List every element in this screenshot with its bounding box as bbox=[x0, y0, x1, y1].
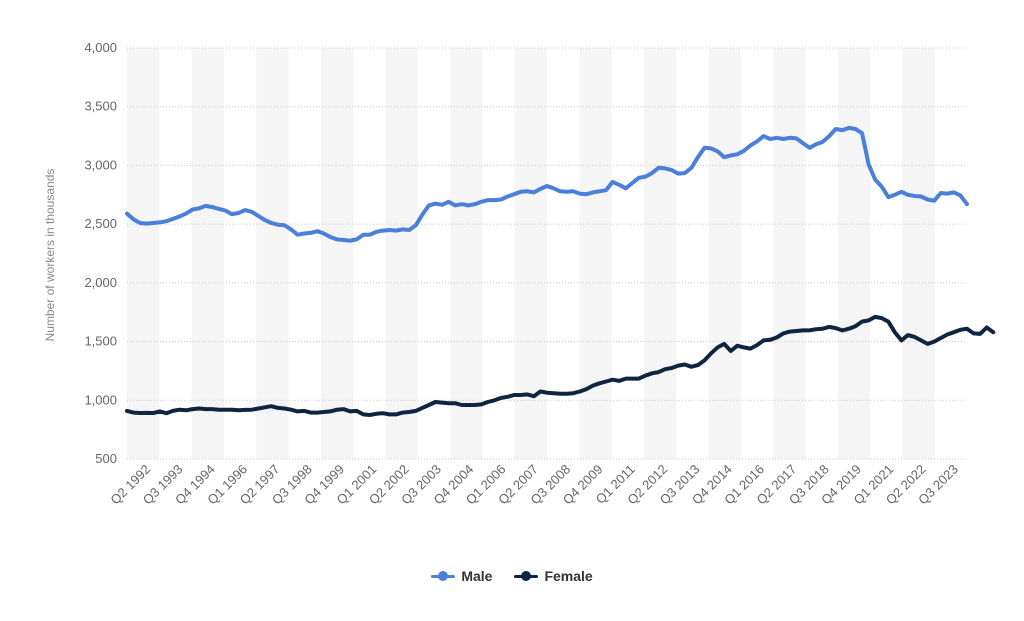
y-axis-title: Number of workers in thousands bbox=[43, 169, 57, 342]
column-band bbox=[837, 48, 871, 459]
series-line-male[interactable] bbox=[125, 125, 969, 243]
column-band bbox=[256, 48, 289, 459]
legend-item-female[interactable]: Female bbox=[514, 568, 593, 584]
column-bands bbox=[127, 48, 935, 459]
series-lines bbox=[125, 125, 996, 417]
y-tick-label: 2,500 bbox=[84, 216, 117, 231]
column-band bbox=[320, 48, 354, 459]
column-band bbox=[127, 48, 160, 459]
y-axis-ticks: 500 1,000 1,500 2,000 2,500 3,000 3,500 4,000 bbox=[84, 40, 117, 466]
legend-item-male[interactable]: Male bbox=[431, 568, 492, 584]
series-line-female[interactable] bbox=[125, 314, 996, 417]
y-tick-label: 4,000 bbox=[84, 40, 117, 55]
legend-label-male: Male bbox=[461, 568, 493, 584]
legend-symbol-male bbox=[431, 570, 456, 582]
legend: Male Female bbox=[0, 568, 1024, 584]
column-band bbox=[643, 48, 677, 459]
y-tick-label: 1,500 bbox=[84, 334, 117, 349]
y-tick-label: 3,000 bbox=[84, 157, 117, 172]
column-band bbox=[773, 48, 806, 459]
legend-symbol-female bbox=[514, 570, 539, 582]
y-tick-label: 2,000 bbox=[84, 275, 117, 290]
column-band bbox=[708, 48, 741, 459]
column-band bbox=[191, 48, 224, 459]
y-tick-label: 1,000 bbox=[84, 392, 117, 407]
y-tick-label: 3,500 bbox=[84, 99, 117, 114]
column-band bbox=[902, 48, 935, 459]
column-band bbox=[385, 48, 418, 459]
y-tick-label: 500 bbox=[95, 451, 117, 466]
column-band bbox=[450, 48, 483, 459]
gridlines bbox=[127, 47, 967, 460]
column-band bbox=[579, 48, 612, 459]
legend-label-female: Female bbox=[544, 568, 593, 584]
